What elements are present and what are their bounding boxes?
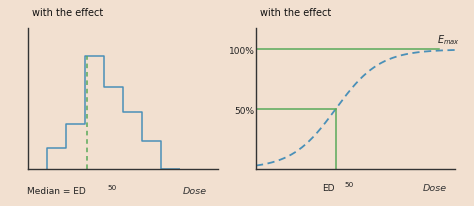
Text: 50: 50 bbox=[107, 184, 117, 190]
Text: with the effect: with the effect bbox=[260, 8, 331, 18]
Text: Dose: Dose bbox=[183, 186, 207, 195]
Text: $E_{max}$: $E_{max}$ bbox=[437, 33, 460, 47]
Text: Dose: Dose bbox=[423, 183, 447, 192]
Text: with the effect: with the effect bbox=[32, 8, 103, 18]
Text: ED: ED bbox=[322, 183, 335, 192]
Text: 50: 50 bbox=[344, 181, 354, 187]
Text: Median = ED: Median = ED bbox=[27, 186, 85, 195]
